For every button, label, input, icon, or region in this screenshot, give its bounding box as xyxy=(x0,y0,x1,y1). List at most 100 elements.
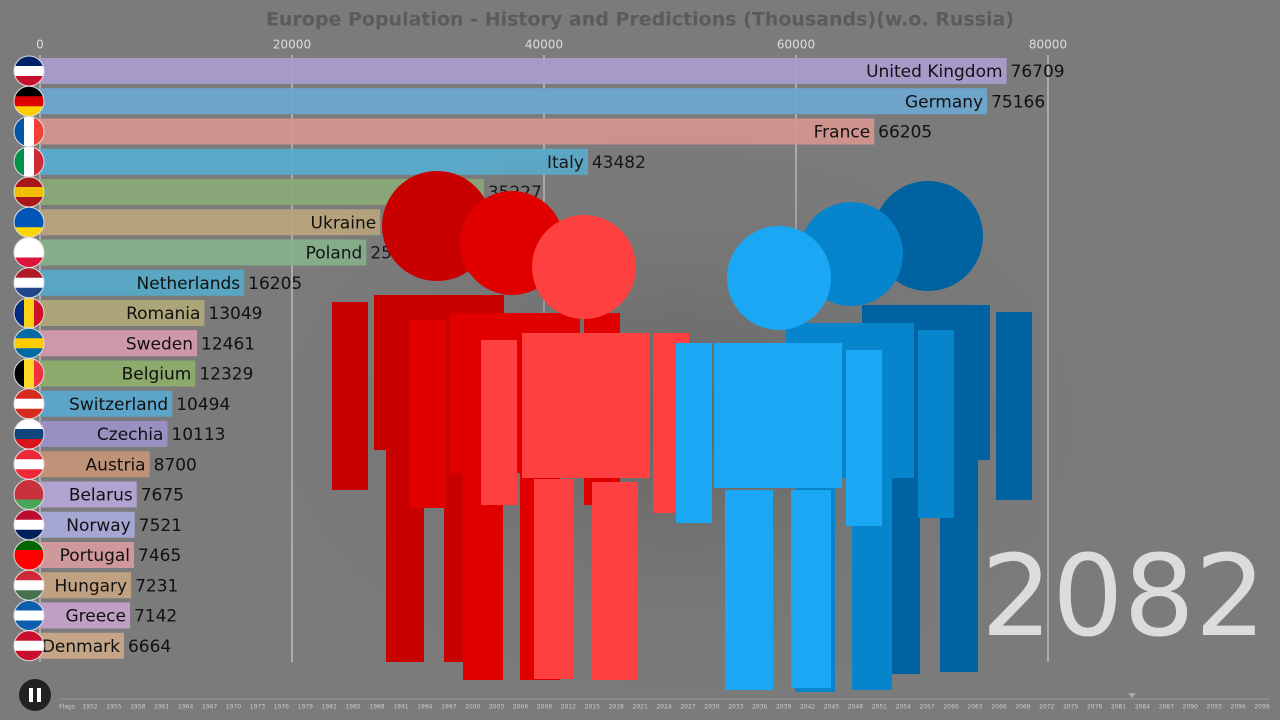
bar xyxy=(40,481,137,508)
flag-stripe xyxy=(14,146,25,177)
flag-stripe xyxy=(24,116,35,147)
flag-icon xyxy=(13,206,45,238)
timeline-label: 1985 xyxy=(345,704,360,711)
flag-stripe xyxy=(24,146,35,177)
flag-stripes xyxy=(14,86,44,117)
flag-stripe xyxy=(34,116,44,147)
x-tick-label: 80000 xyxy=(1029,38,1067,52)
timeline-label: 2003 xyxy=(489,704,504,711)
flag-stripe xyxy=(14,519,44,531)
bar xyxy=(40,300,205,326)
timeline-label: 2099 xyxy=(1254,704,1269,711)
flag-stripe xyxy=(14,650,44,661)
flag-stripes xyxy=(14,358,44,389)
timeline-label: 2000 xyxy=(465,704,480,711)
flag-stripes xyxy=(14,116,44,147)
flag-stripe xyxy=(14,358,25,389)
flag-stripe xyxy=(14,56,44,67)
bar xyxy=(40,330,198,357)
bar-value-label: 7465 xyxy=(138,546,181,566)
flag-stripes xyxy=(14,177,44,207)
flag-stripe xyxy=(14,560,44,570)
flag-stripe xyxy=(14,227,44,238)
flag-stripes xyxy=(14,630,44,661)
bar-value-label: 12329 xyxy=(199,365,253,385)
flag-stripe xyxy=(14,570,44,581)
bar-category-label: Netherlands xyxy=(137,274,241,294)
timeline-label: 2033 xyxy=(728,704,743,711)
flag-stripe xyxy=(14,197,44,207)
timeline-label: 2078 xyxy=(1087,704,1102,711)
timeline-label: 2075 xyxy=(1063,704,1078,711)
flag-stripes xyxy=(14,328,44,359)
timeline-label: 2036 xyxy=(752,704,767,711)
flag-icon xyxy=(13,55,45,87)
bar-category-label: Belarus xyxy=(69,486,133,506)
bar-value-label: 7142 xyxy=(134,607,177,627)
bar-value-label: 76709 xyxy=(1011,62,1065,82)
bar-category-label: Portugal xyxy=(60,546,130,566)
timeline-label: 2072 xyxy=(1039,704,1054,711)
pause-button[interactable] xyxy=(19,679,51,711)
flag-stripe xyxy=(14,277,44,289)
flag-icon xyxy=(13,85,45,117)
flag-stripe xyxy=(14,298,25,328)
timeline-label: 1976 xyxy=(274,704,289,711)
flag-icon xyxy=(13,600,45,631)
flag-stripe xyxy=(14,439,44,449)
flag-stripe xyxy=(14,237,44,248)
flag-icon xyxy=(13,509,45,541)
bar-category-label: Austria xyxy=(86,455,146,475)
timeline-label: 2054 xyxy=(896,704,911,711)
bar xyxy=(40,451,150,478)
flag-stripe xyxy=(14,550,44,561)
flag-stripe xyxy=(14,419,44,430)
bar-category-label: Switzerland xyxy=(69,395,168,415)
flag-icon xyxy=(13,297,45,329)
timeline-label: 2042 xyxy=(800,704,815,711)
flag-stripe xyxy=(14,479,44,490)
flag-icon xyxy=(13,358,45,389)
flag-stripe xyxy=(14,287,44,298)
bar-value-label: 7675 xyxy=(141,486,184,506)
flag-icon xyxy=(13,327,45,359)
flag-icon xyxy=(13,388,45,420)
timeline-label: 2048 xyxy=(848,704,863,711)
timeline-label: 1991 xyxy=(393,704,408,711)
bar xyxy=(40,602,130,629)
timeline-label: 1988 xyxy=(369,704,384,711)
x-tick-label: 60000 xyxy=(777,38,815,52)
flag-stripes xyxy=(14,146,44,177)
timeline-label: 1952 xyxy=(82,704,97,711)
flag-stripe xyxy=(34,358,44,389)
flag-stripe xyxy=(14,600,44,611)
flag-stripe xyxy=(14,257,44,268)
flag-icon xyxy=(13,539,45,571)
x-tick-label: 0 xyxy=(36,38,44,52)
flag-stripes xyxy=(14,509,44,540)
bar-value-label: 75166 xyxy=(991,92,1045,112)
x-tick-label: 40000 xyxy=(525,38,563,52)
timeline-label: 2012 xyxy=(561,704,576,711)
flag-icon xyxy=(13,237,45,268)
timeline-label: 2093 xyxy=(1207,704,1222,711)
flag-stripe xyxy=(14,459,44,470)
flag-stripe xyxy=(14,469,44,480)
timeline-label: 2024 xyxy=(656,704,671,711)
bar xyxy=(40,88,988,115)
flag-stripes xyxy=(14,207,44,238)
flag-stripe xyxy=(14,388,44,400)
flag-stripe xyxy=(14,640,44,652)
flag-stripe xyxy=(14,96,44,107)
flag-stripe xyxy=(14,590,44,601)
flag-stripe xyxy=(34,298,44,328)
bar-value-label: 66205 xyxy=(878,123,932,143)
flag-icon xyxy=(13,448,45,480)
bar xyxy=(40,360,196,387)
flag-stripes xyxy=(14,479,44,510)
timeline-label: 2096 xyxy=(1231,704,1246,711)
timeline-label: 2084 xyxy=(1135,704,1150,711)
flag-icon xyxy=(13,418,45,450)
flag-stripe xyxy=(14,116,25,147)
flag-stripe xyxy=(14,580,44,591)
